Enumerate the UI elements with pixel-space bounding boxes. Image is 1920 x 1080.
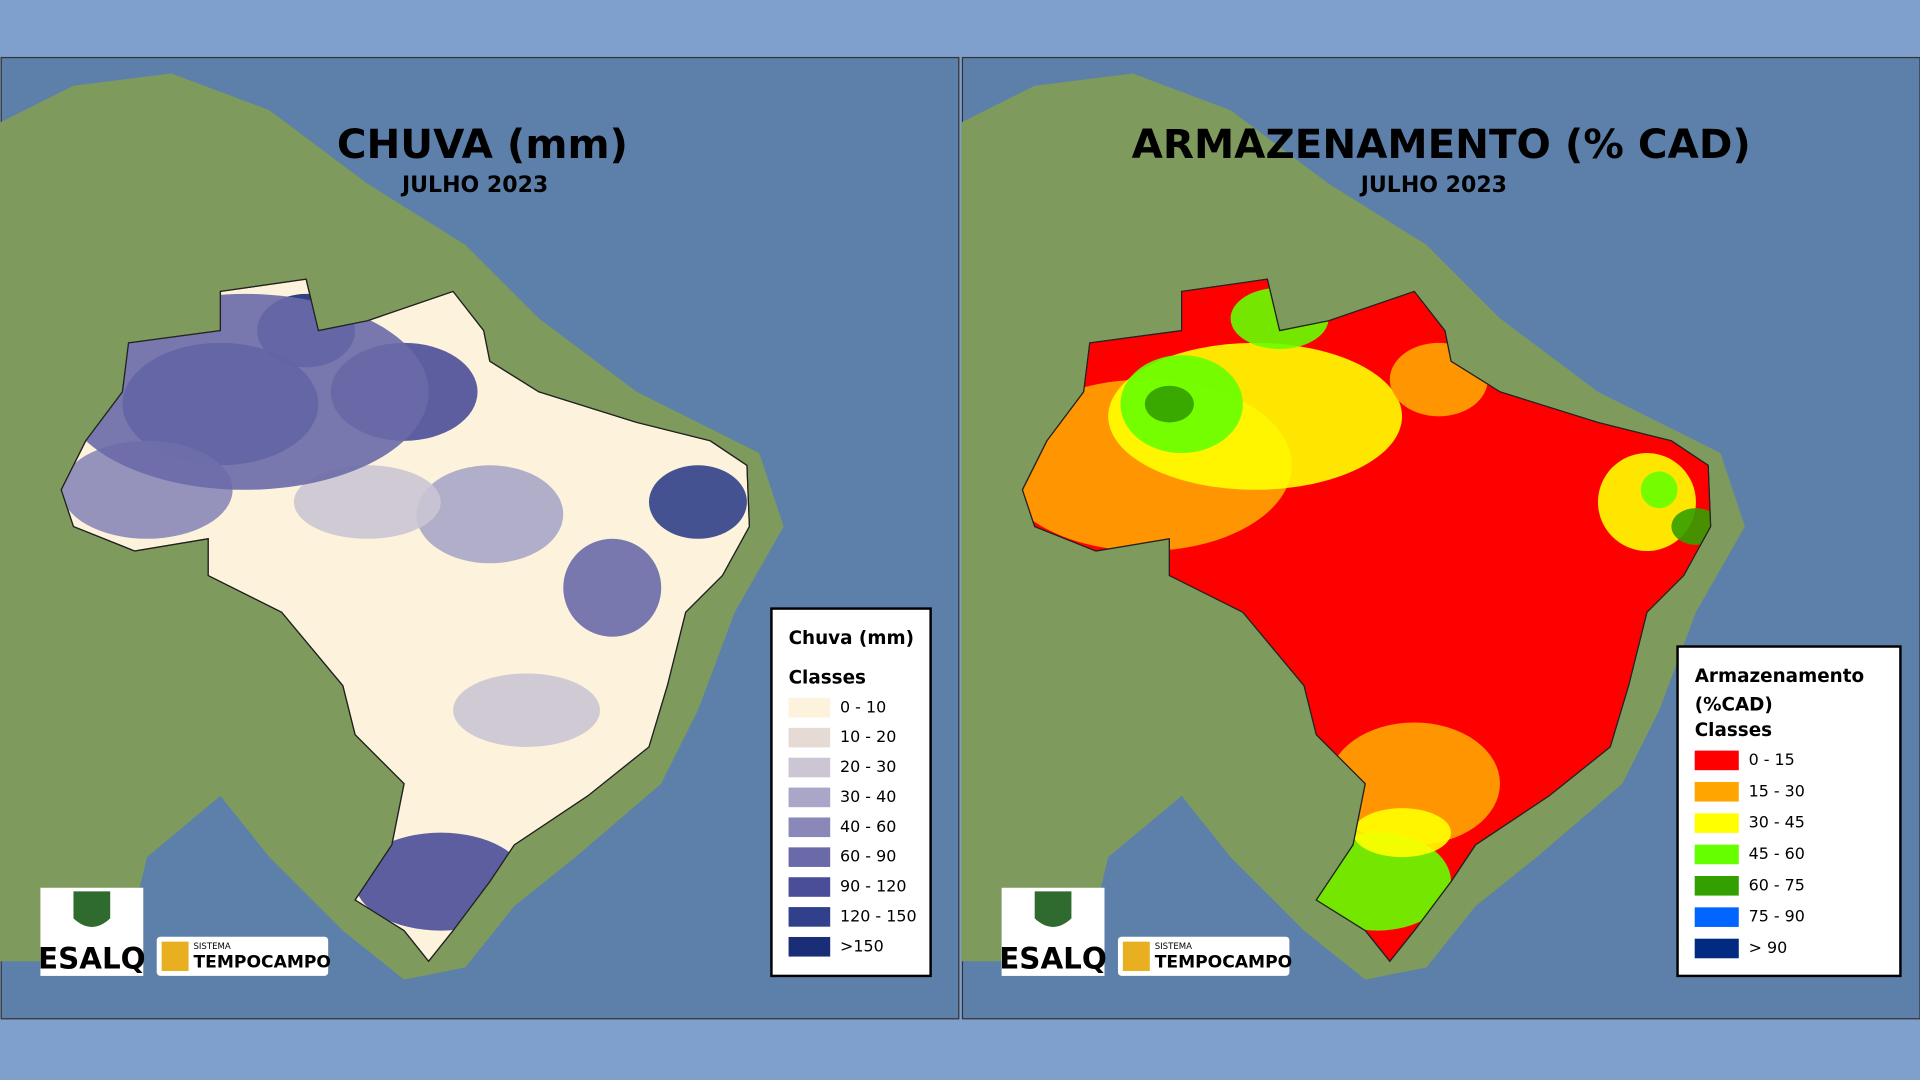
legend-swatch [788,907,831,927]
map-title: CHUVA (mm) [337,120,628,168]
brazil-outline [60,278,751,963]
legend-label: 45 - 60 [1749,844,1805,863]
legend-label: 60 - 75 [1749,875,1805,894]
legend-swatch [788,697,831,718]
class-area [1181,342,1711,833]
legend-swatch [788,757,831,778]
class-area [416,465,564,564]
classes-overlay [61,293,747,931]
class-area [648,465,747,539]
legend-label: 20 - 30 [840,757,896,776]
class-area [453,673,600,747]
legend-swatch [1694,907,1739,927]
legend-label: >150 [840,936,884,955]
legend-title: (%CAD) [1695,694,1773,715]
legend-swatch [788,847,831,867]
map-panel: ARMAZENAMENTO (% CAD) JULHO 2023 Armazenam… [961,56,1920,1020]
map-title: ARMAZENAMENTO (% CAD) [1132,120,1751,168]
legend-label: 60 - 90 [840,847,896,866]
legend-swatch [1694,876,1739,896]
legend: Chuva (mm) Classes 0 - 10 10 - 20 20 - 30 30 … [770,607,932,978]
legend-swatch [1694,813,1739,833]
legend-swatch [788,936,831,957]
legend-label: 90 - 120 [840,877,906,896]
class-area [293,465,441,539]
legend-swatch [788,817,831,838]
legend-label: 15 - 30 [1749,781,1805,800]
legend-swatch [1694,781,1739,802]
legend-subtitle: Classes [1695,720,1772,741]
legend-swatch [1694,844,1739,865]
legend-label: > 90 [1749,938,1788,957]
legend-label: 30 - 40 [840,787,896,806]
legend-label: 75 - 90 [1749,907,1805,926]
legend: Armazenamento (%CAD) Classes 0 - 15 15 - 30 3… [1676,645,1902,978]
sistema-text: SISTEMA [193,942,230,952]
tempocampo-text: TEMPOCAMPO [193,952,331,972]
esalq-text: ESALQ [999,942,1107,976]
sistema-text: SISTEMA [1155,942,1192,952]
tempocampo-logo [156,936,329,976]
legend-swatch [788,877,831,897]
esalq-shield [73,891,111,927]
map-subtitle: JULHO 2023 [400,173,548,198]
tempocampo-text: TEMPOCAMPO [1155,952,1293,972]
legend-swatch [788,727,831,748]
legend-swatch [1694,938,1739,959]
brazil-outline [1021,278,1712,963]
class-area [1640,471,1678,509]
legend-label: 10 - 20 [840,727,896,746]
map-subtitle: JULHO 2023 [1359,173,1507,198]
legend-label: 40 - 60 [840,817,896,836]
esalq-shield [1034,891,1072,927]
legend-subtitle: Classes [789,667,866,688]
tempocampo-icon [1122,941,1150,972]
class-area [563,538,662,637]
legend-swatch [788,787,831,808]
legend-label: 0 - 10 [840,697,886,716]
legend-label: 120 - 150 [840,906,917,925]
tempocampo-icon [161,941,189,972]
map-panel: CHUVA (mm) JULHO 2023 Chuva (mm) Classes 0 -… [0,56,960,1020]
tempocampo-logo [1117,936,1290,976]
class-area [1353,808,1452,858]
class-area [1144,385,1194,423]
legend-swatch [1694,750,1739,771]
esalq-text: ESALQ [38,942,146,976]
legend-label: 30 - 45 [1749,813,1805,832]
class-area [61,293,429,490]
legend-title: Armazenamento [1695,666,1864,687]
legend-label: 0 - 15 [1749,750,1795,769]
legend-title: Chuva (mm) [789,628,914,649]
